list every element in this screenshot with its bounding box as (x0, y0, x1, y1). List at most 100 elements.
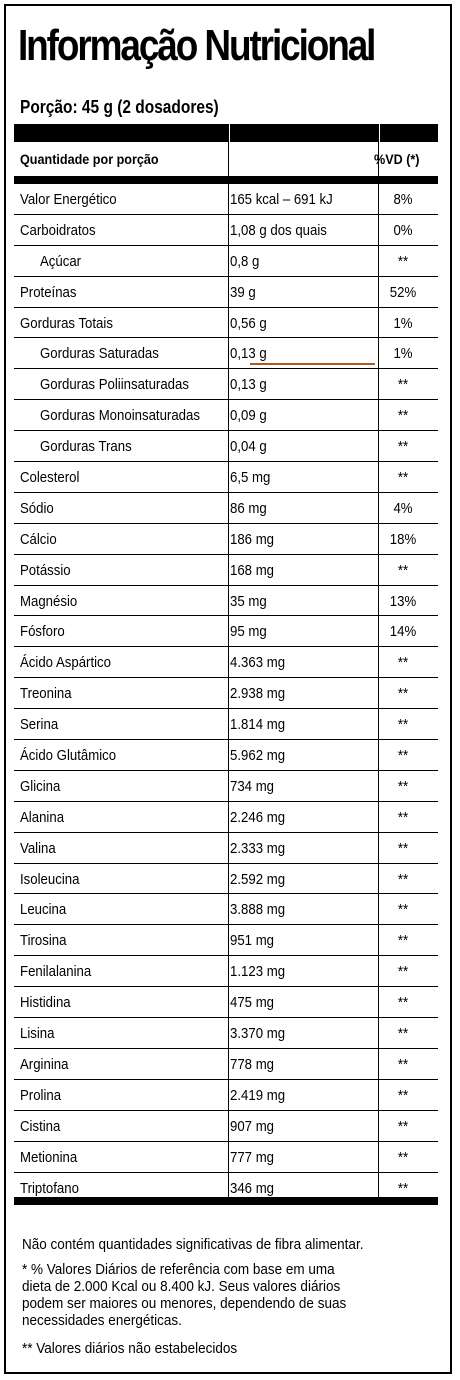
nutrient-daily-value: ** (397, 1055, 409, 1073)
table-row: Gorduras Saturadas 0,13 g 1% (14, 338, 438, 370)
nutrient-name: Leucina (20, 901, 67, 919)
not-established-note: ** Valores diários não estabelecidos (22, 1340, 238, 1357)
table-row: Leucina 3.888 mg ** (14, 894, 438, 926)
nutrient-daily-value: ** (397, 777, 409, 795)
nutrient-amount: 777 mg (230, 1148, 275, 1166)
nutrient-daily-value: ** (397, 438, 409, 456)
table-row: Valina 2.333 mg ** (14, 833, 438, 864)
table-row: Ácido Aspártico 4.363 mg ** (14, 647, 438, 679)
nutrient-name: Glicina (20, 777, 61, 795)
table-row: Lisina 3.370 mg ** (14, 1018, 438, 1049)
serving-size: Porção: 45 g (2 dosadores) (20, 97, 219, 117)
nutrient-daily-value: ** (397, 747, 409, 765)
nutrient-amount: 2.592 mg (230, 870, 286, 888)
nutrient-daily-value: ** (397, 252, 409, 270)
nutrient-name: Valor Energético (20, 191, 117, 208)
nutrient-amount: 778 mg (230, 1055, 275, 1073)
nutrient-name: Gorduras Poliinsaturadas (40, 376, 189, 394)
table-row: Isoleucina 2.592 mg ** (14, 864, 438, 895)
nutrient-amount: 39 g (230, 283, 256, 301)
nutrient-name: Isoleucina (20, 870, 80, 888)
table-row: Gorduras Trans 0,04 g ** (14, 431, 438, 463)
table-row: Açúcar 0,8 g ** (14, 246, 438, 277)
table-row: Histidina 475 mg ** (14, 987, 438, 1019)
vd-note-line: necessidades energéticas. (22, 1312, 182, 1329)
nutrient-name: Fenilalanina (20, 963, 92, 981)
nutrient-name: Proteínas (20, 283, 77, 301)
table-row: Treonina 2.938 mg ** (14, 678, 438, 710)
table-header: Quantidade por porção %VD (*) (14, 143, 438, 176)
nutrient-daily-value: 52% (389, 283, 417, 301)
nutrient-daily-value: ** (397, 870, 409, 888)
nutrient-name: Prolina (20, 1086, 62, 1104)
nutrient-name: Gorduras Monoinsaturadas (40, 407, 200, 425)
table-row: Ácido Glutâmico 5.962 mg ** (14, 740, 438, 771)
nutrient-amount: 2.333 mg (230, 839, 286, 857)
accent-line (250, 363, 375, 365)
table-row: Potássio 168 mg ** (14, 555, 438, 586)
table-row: Sódio 86 mg 4% (14, 493, 438, 524)
nutrient-name: Lisina (20, 1025, 55, 1043)
nutrient-amount: 475 mg (230, 994, 275, 1012)
table-row: Cistina 907 mg ** (14, 1111, 438, 1142)
nutrient-amount: 165 kcal – 691 kJ (230, 191, 333, 208)
nutrient-daily-value: ** (397, 1117, 409, 1135)
nutrient-amount: 0,13 g (230, 345, 267, 363)
nutrient-amount: 1,08 g dos quais (230, 221, 327, 239)
nutrient-amount: 2.938 mg (230, 685, 286, 703)
fiber-note: Não contém quantidades significativas de… (22, 1236, 364, 1253)
nutrient-name: Gorduras Saturadas (40, 345, 159, 363)
nutrient-amount: 86 mg (230, 499, 267, 517)
table-row: Gorduras Monoinsaturadas 0,09 g ** (14, 400, 438, 432)
nutrient-name: Ácido Glutâmico (20, 747, 117, 765)
table-row: Proteínas 39 g 52% (14, 277, 438, 308)
nutrient-amount: 951 mg (230, 932, 275, 950)
nutrient-amount: 0,56 g (230, 314, 267, 332)
nutrient-name: Açúcar (40, 252, 82, 270)
nutrient-name: Tirosina (20, 932, 67, 950)
nutrient-daily-value: ** (397, 839, 409, 857)
nutrient-amount: 3.370 mg (230, 1025, 286, 1043)
top-divider-bar (14, 124, 438, 142)
vd-note-line: dieta de 2.000 Kcal ou 8.400 kJ. Seus va… (22, 1278, 341, 1295)
nutrient-name: Potássio (20, 561, 71, 579)
nutrient-daily-value: ** (397, 1179, 409, 1197)
table-row: Tirosina 951 mg ** (14, 925, 438, 957)
table-row: Serina 1.814 mg ** (14, 709, 438, 741)
nutrient-amount: 2.246 mg (230, 808, 286, 826)
nutrient-daily-value: ** (397, 901, 409, 919)
table-row: Gorduras Totais 0,56 g 1% (14, 308, 438, 339)
nutrient-daily-value: 14% (389, 623, 417, 641)
nutrient-daily-value: 1% (393, 314, 413, 332)
nutrient-name: Valina (20, 839, 56, 857)
nutrient-name: Alanina (20, 808, 65, 826)
table-row: Magnésio 35 mg 13% (14, 586, 438, 617)
nutrient-name: Fósforo (20, 623, 65, 641)
nutrient-name: Sódio (20, 499, 54, 517)
table-row: Glicina 734 mg ** (14, 771, 438, 802)
column-divider (378, 124, 379, 1204)
nutrient-daily-value: ** (397, 994, 409, 1012)
nutrient-name: Cálcio (20, 530, 57, 548)
table-row: Arginina 778 mg ** (14, 1049, 438, 1080)
nutrient-name: Arginina (20, 1055, 69, 1073)
nutrient-daily-value: ** (397, 469, 409, 487)
bottom-divider-bar (14, 1197, 438, 1205)
nutrient-amount: 3.888 mg (230, 901, 286, 919)
nutrient-daily-value: ** (397, 716, 409, 734)
nutrient-daily-value: ** (397, 561, 409, 579)
column-divider (228, 124, 229, 1204)
nutrient-daily-value: ** (397, 1025, 409, 1043)
nutrient-amount: 0,13 g (230, 376, 267, 394)
nutrient-amount: 0,04 g (230, 438, 267, 456)
nutrient-name: Carboidratos (20, 221, 96, 239)
nutrient-name: Cistina (20, 1117, 61, 1135)
nutrient-name: Gorduras Totais (20, 314, 113, 332)
nutrient-daily-value: ** (397, 407, 409, 425)
page-title: Informação Nutricional (18, 21, 376, 70)
nutrient-daily-value: 4% (393, 499, 413, 517)
header-quantity-label: Quantidade por porção (20, 151, 159, 167)
nutrient-daily-value: ** (397, 376, 409, 394)
nutrient-name: Triptofano (20, 1179, 79, 1197)
nutrient-daily-value: ** (397, 1148, 409, 1166)
